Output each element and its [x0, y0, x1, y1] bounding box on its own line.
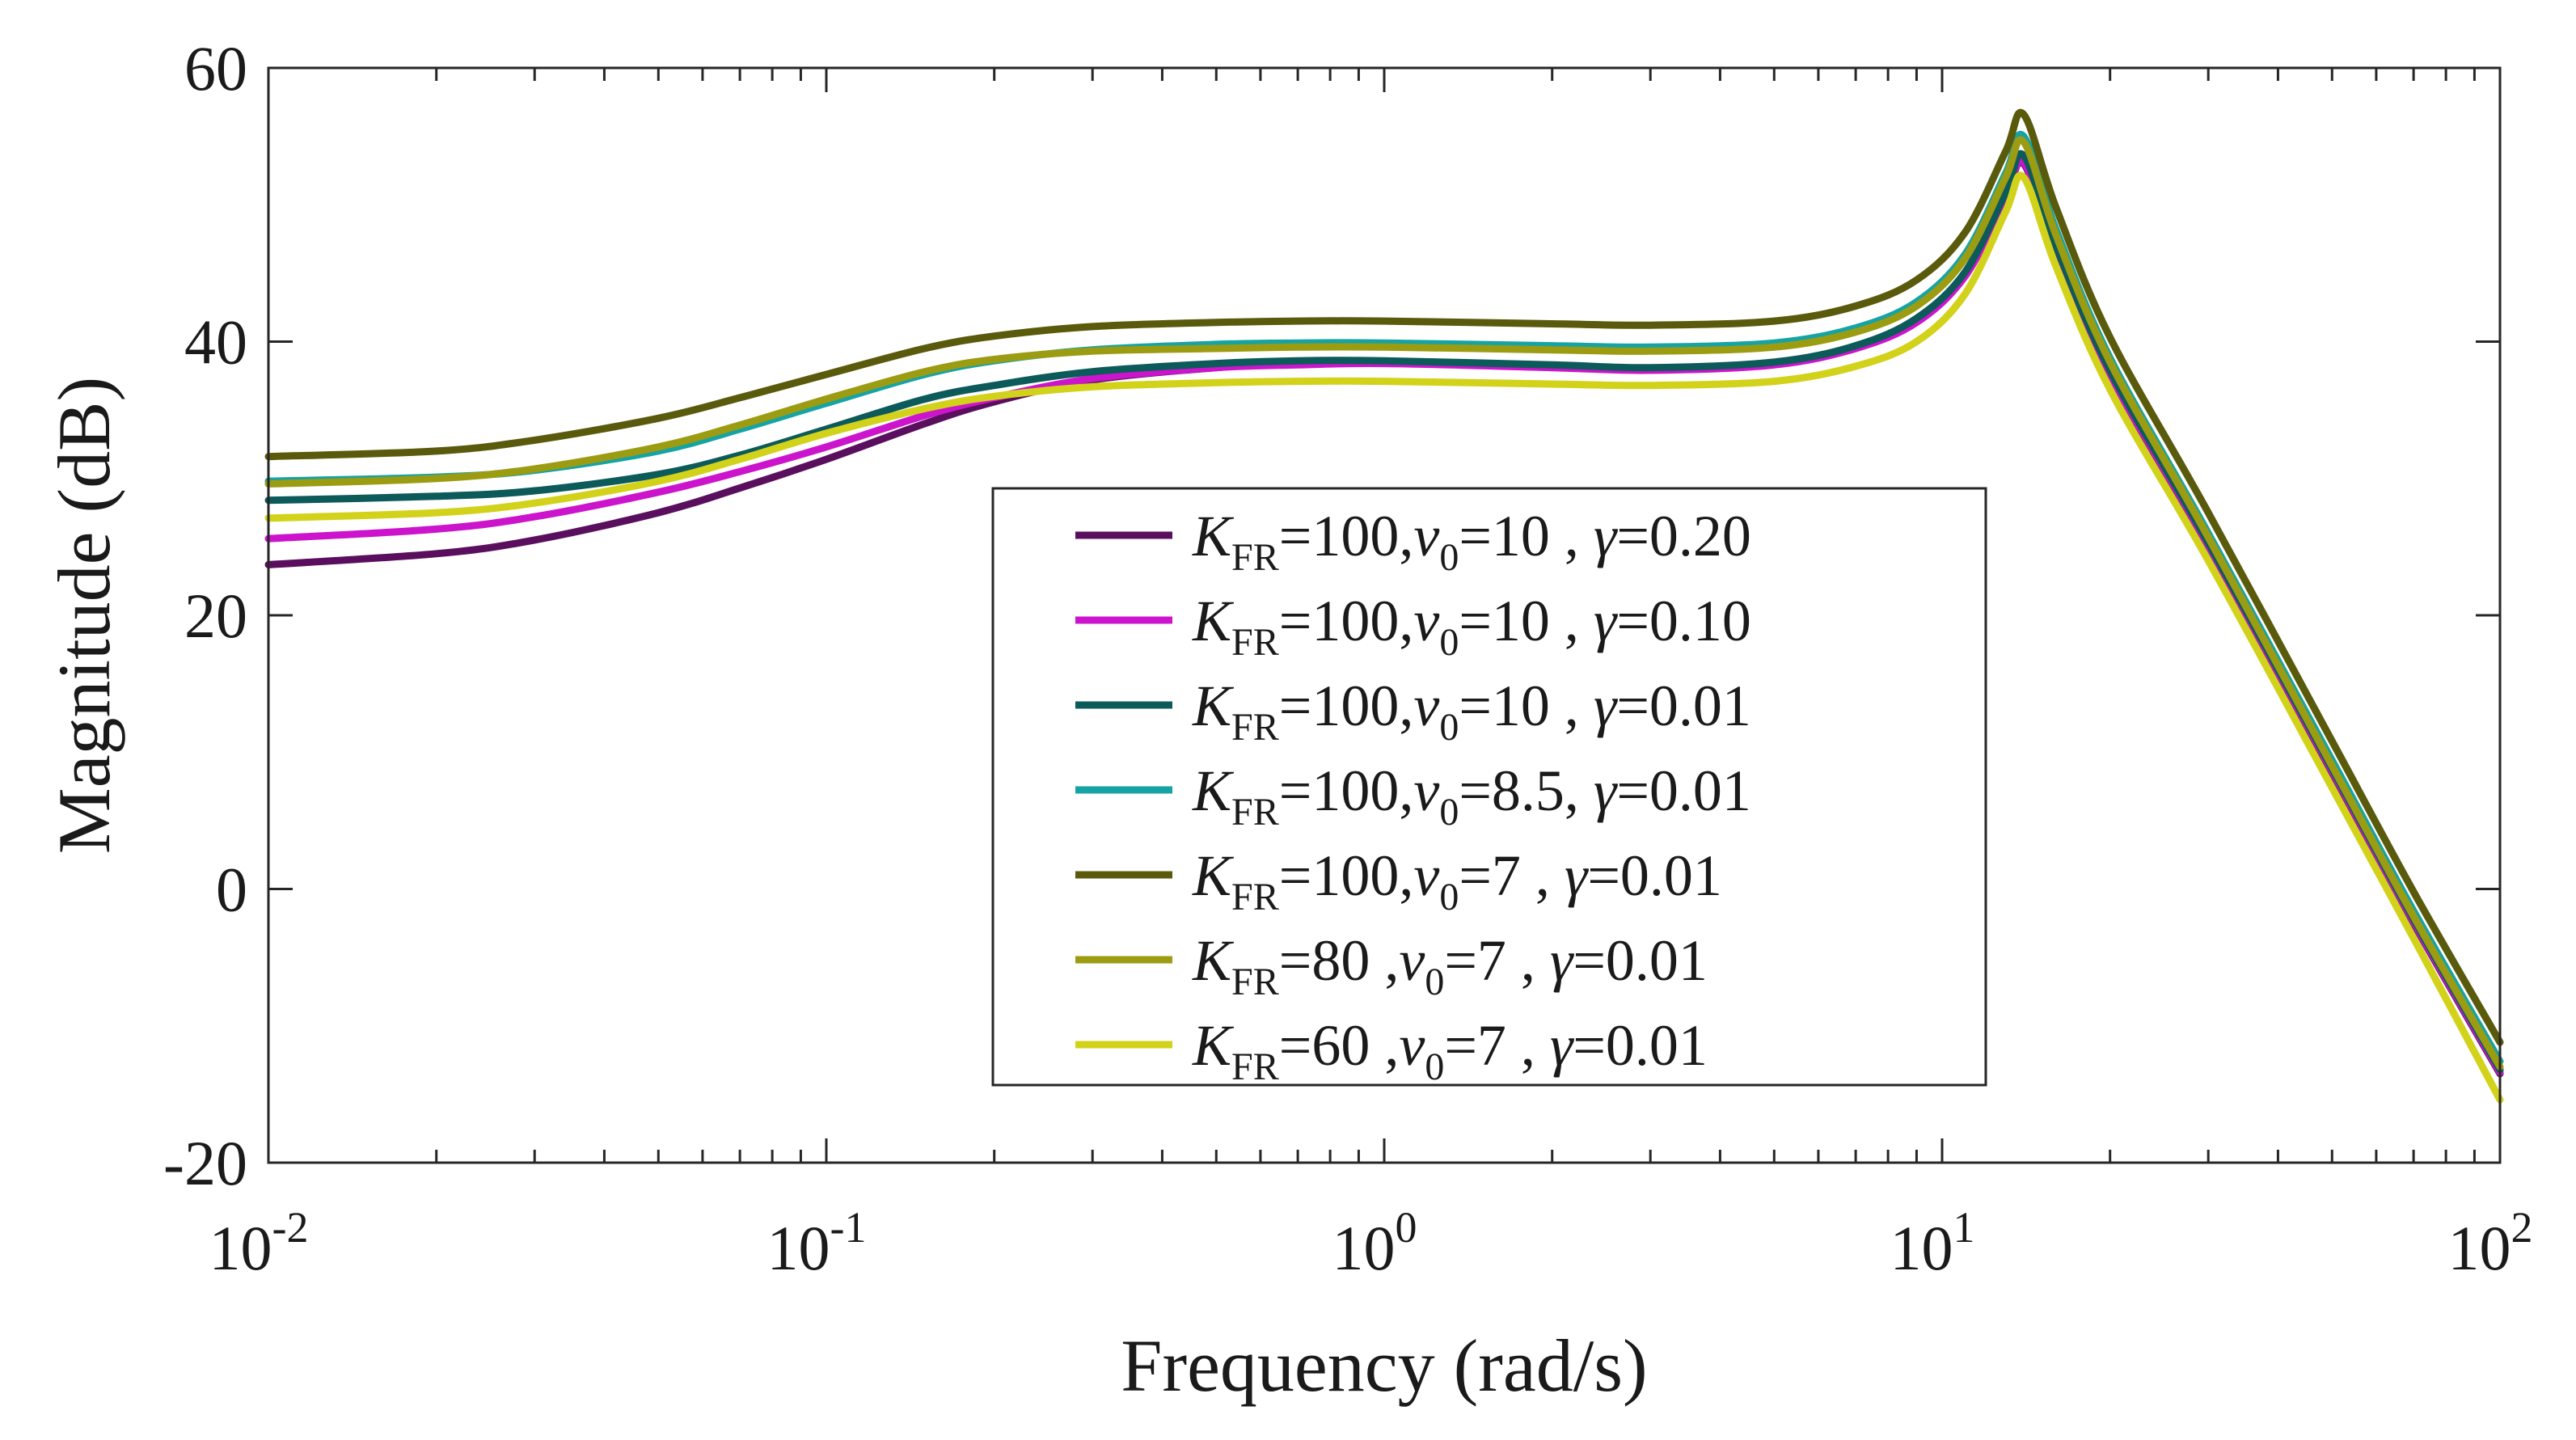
series-layer [264, 108, 2504, 1104]
legend-v-val: =10 , [1459, 504, 1594, 568]
y-axis-title: Magnitude (dB) [43, 377, 125, 854]
x-tick-base: 10 [2448, 1213, 2511, 1283]
y-tick-label: 40 [184, 307, 247, 378]
legend-v-val: =10 , [1459, 674, 1594, 738]
legend-label-5: KFR=100,v0=7 , γ=0.01 [1192, 843, 1722, 918]
y-tick-label: -20 [163, 1128, 247, 1198]
legend-g: γ [1594, 674, 1618, 738]
series-line-7 [264, 171, 2504, 1104]
legend-g-val: =0.01 [1616, 758, 1751, 823]
legend-k-sub: FR [1231, 791, 1279, 834]
legend-v: v [1413, 504, 1439, 568]
legend-label-4: KFR=100,v0=8.5, γ=0.01 [1192, 758, 1751, 834]
legend-k: K [1192, 589, 1235, 653]
legend-k-sub: FR [1231, 961, 1279, 1003]
legend-g-val: =0.20 [1616, 504, 1751, 568]
legend-v-val: =8.5, [1459, 758, 1594, 823]
legend-k-val: =100, [1279, 674, 1414, 738]
legend-k-val: =100, [1279, 758, 1414, 823]
legend-label-6: KFR=80 ,v0=7 , γ=0.01 [1192, 928, 1708, 1003]
legend-v-sub: 0 [1425, 961, 1444, 1003]
legend-v: v [1413, 589, 1439, 653]
legend-g-val: =0.10 [1616, 589, 1751, 653]
legend-k: K [1192, 674, 1235, 738]
x-tick-base: 10 [1890, 1213, 1953, 1283]
legend-g-val: =0.01 [1573, 1013, 1708, 1078]
legend-g: γ [1550, 928, 1574, 993]
x-tick-exponent: 0 [1396, 1203, 1417, 1252]
x-tick-label: 102 [2448, 1203, 2533, 1283]
legend-label-3: KFR=100,v0=10 , γ=0.01 [1192, 674, 1751, 749]
x-tick-exponent: -2 [272, 1203, 309, 1252]
legend-v-val: =7 , [1444, 1013, 1550, 1078]
plot-frame [267, 66, 2502, 1164]
legend-g-val: =0.01 [1616, 674, 1751, 738]
legend-k-val: =100, [1279, 589, 1414, 653]
legend-k-val: =100, [1279, 843, 1414, 908]
legend-k: K [1192, 843, 1235, 908]
x-tick-labels: 10-2 10-1 100 101 102 [209, 1203, 2533, 1283]
legend-v-sub: 0 [1425, 1045, 1444, 1088]
legend-v-sub: 0 [1439, 536, 1459, 579]
legend-label-2: KFR=100,v0=10 , γ=0.10 [1192, 589, 1751, 664]
legend-k: K [1192, 758, 1235, 823]
legend-v: v [1399, 928, 1425, 993]
legend-g: γ [1565, 843, 1589, 908]
legend-g-val: =0.01 [1573, 928, 1708, 993]
legend-g-val: =0.01 [1587, 843, 1722, 908]
x-tick-label: 101 [1890, 1203, 1975, 1283]
y-tick-label: 0 [216, 855, 247, 925]
x-tick-exponent: -1 [830, 1203, 867, 1252]
x-tick-base: 10 [209, 1213, 272, 1283]
legend-k: K [1192, 1013, 1235, 1078]
legend-k-sub: FR [1231, 1045, 1279, 1088]
legend-k-sub: FR [1231, 706, 1279, 749]
legend-k: K [1192, 504, 1235, 568]
legend-g: γ [1550, 1013, 1574, 1078]
legend-v-sub: 0 [1439, 791, 1459, 834]
legend-k-val: =60 , [1279, 1013, 1400, 1078]
legend-k-sub: FR [1231, 876, 1279, 918]
legend-v-val: =10 , [1459, 589, 1594, 653]
series-line-5 [264, 108, 2504, 1046]
legend-v-val: =7 , [1444, 928, 1550, 993]
series-line-6 [264, 136, 2504, 1070]
legend-g: γ [1594, 504, 1618, 568]
legend-v-sub: 0 [1439, 621, 1459, 664]
x-tick-base: 10 [767, 1213, 830, 1283]
legend-k-sub: FR [1231, 621, 1279, 664]
legend-label-1: KFR=100,v0=10 , γ=0.20 [1192, 504, 1751, 579]
legend-v: v [1413, 674, 1439, 738]
legend-g: γ [1594, 589, 1618, 653]
legend-k-val: =80 , [1279, 928, 1400, 993]
x-tick-label: 100 [1332, 1203, 1417, 1283]
legend-v-val: =7 , [1459, 843, 1565, 908]
x-tick-exponent: 2 [2511, 1203, 2533, 1252]
legend-k-sub: FR [1231, 536, 1279, 579]
x-tick-label: 10-2 [209, 1203, 309, 1283]
legend-label-7: KFR=60 ,v0=7 , γ=0.01 [1192, 1013, 1708, 1088]
legend-v-sub: 0 [1439, 706, 1459, 749]
x-axis-title: Frequency (rad/s) [1121, 1324, 1647, 1407]
legend-v: v [1413, 758, 1439, 823]
y-tick-label: 20 [184, 581, 247, 651]
x-tick-label: 10-1 [767, 1203, 867, 1283]
legend-v: v [1413, 843, 1439, 908]
legend-v-sub: 0 [1439, 876, 1459, 918]
legend-k-val: =100, [1279, 504, 1414, 568]
legend-v: v [1399, 1013, 1425, 1078]
legend-g: γ [1594, 758, 1618, 823]
x-tick-base: 10 [1332, 1213, 1396, 1283]
y-tick-labels: -20 0 20 40 60 [163, 33, 247, 1198]
legend-k: K [1192, 928, 1235, 993]
y-tick-label: 60 [184, 33, 247, 103]
x-tick-exponent: 1 [1953, 1203, 1975, 1252]
